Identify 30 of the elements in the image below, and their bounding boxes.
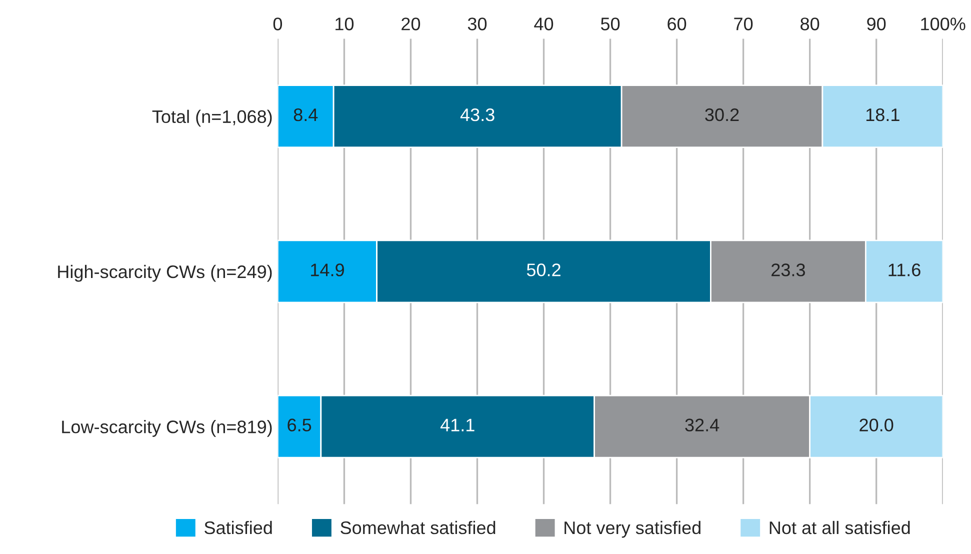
- legend-label: Not at all satisfied: [770, 520, 910, 534]
- y-tick-label: Total (n=1,068): [152, 110, 272, 127]
- data-label: 50.2: [526, 264, 560, 276]
- data-label: 41.1: [440, 418, 474, 432]
- x-tick-label: 60: [668, 18, 686, 30]
- x-tick-label: 0: [273, 18, 282, 30]
- data-label: 20.0: [860, 418, 894, 432]
- data-label: 18.1: [866, 108, 900, 122]
- data-label: 6.5: [288, 418, 312, 432]
- x-tick-label: 30: [468, 18, 487, 30]
- x-tick-label: 90: [867, 18, 886, 30]
- data-label: 30.2: [705, 108, 739, 122]
- data-label: 32.4: [685, 418, 720, 432]
- legend-label: Somewhat satisfied: [340, 520, 496, 534]
- x-tick-label: 80: [800, 18, 820, 30]
- data-label: 23.3: [772, 264, 805, 276]
- data-label: 43.3: [460, 108, 494, 122]
- x-tick-label: 10: [336, 18, 354, 30]
- data-label: 11.6: [888, 264, 920, 276]
- x-tick-label: 100%: [921, 18, 966, 30]
- data-label: 14.9: [311, 264, 344, 276]
- y-tick-label: High-scarcity CWs (n=249): [58, 264, 272, 282]
- legend-label: Satisfied: [204, 520, 272, 534]
- legend-label: Not very satisfied: [564, 520, 700, 538]
- x-tick-label: 70: [734, 18, 753, 30]
- data-label: 8.4: [294, 108, 318, 122]
- x-tick-label: 20: [402, 18, 420, 30]
- x-tick-label: 40: [534, 18, 554, 30]
- y-tick-label: Low-scarcity CWs (n=819): [62, 420, 272, 437]
- x-tick-label: 50: [600, 18, 620, 30]
